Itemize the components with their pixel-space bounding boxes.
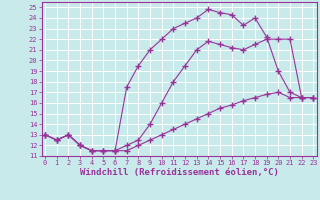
X-axis label: Windchill (Refroidissement éolien,°C): Windchill (Refroidissement éolien,°C)	[80, 168, 279, 177]
